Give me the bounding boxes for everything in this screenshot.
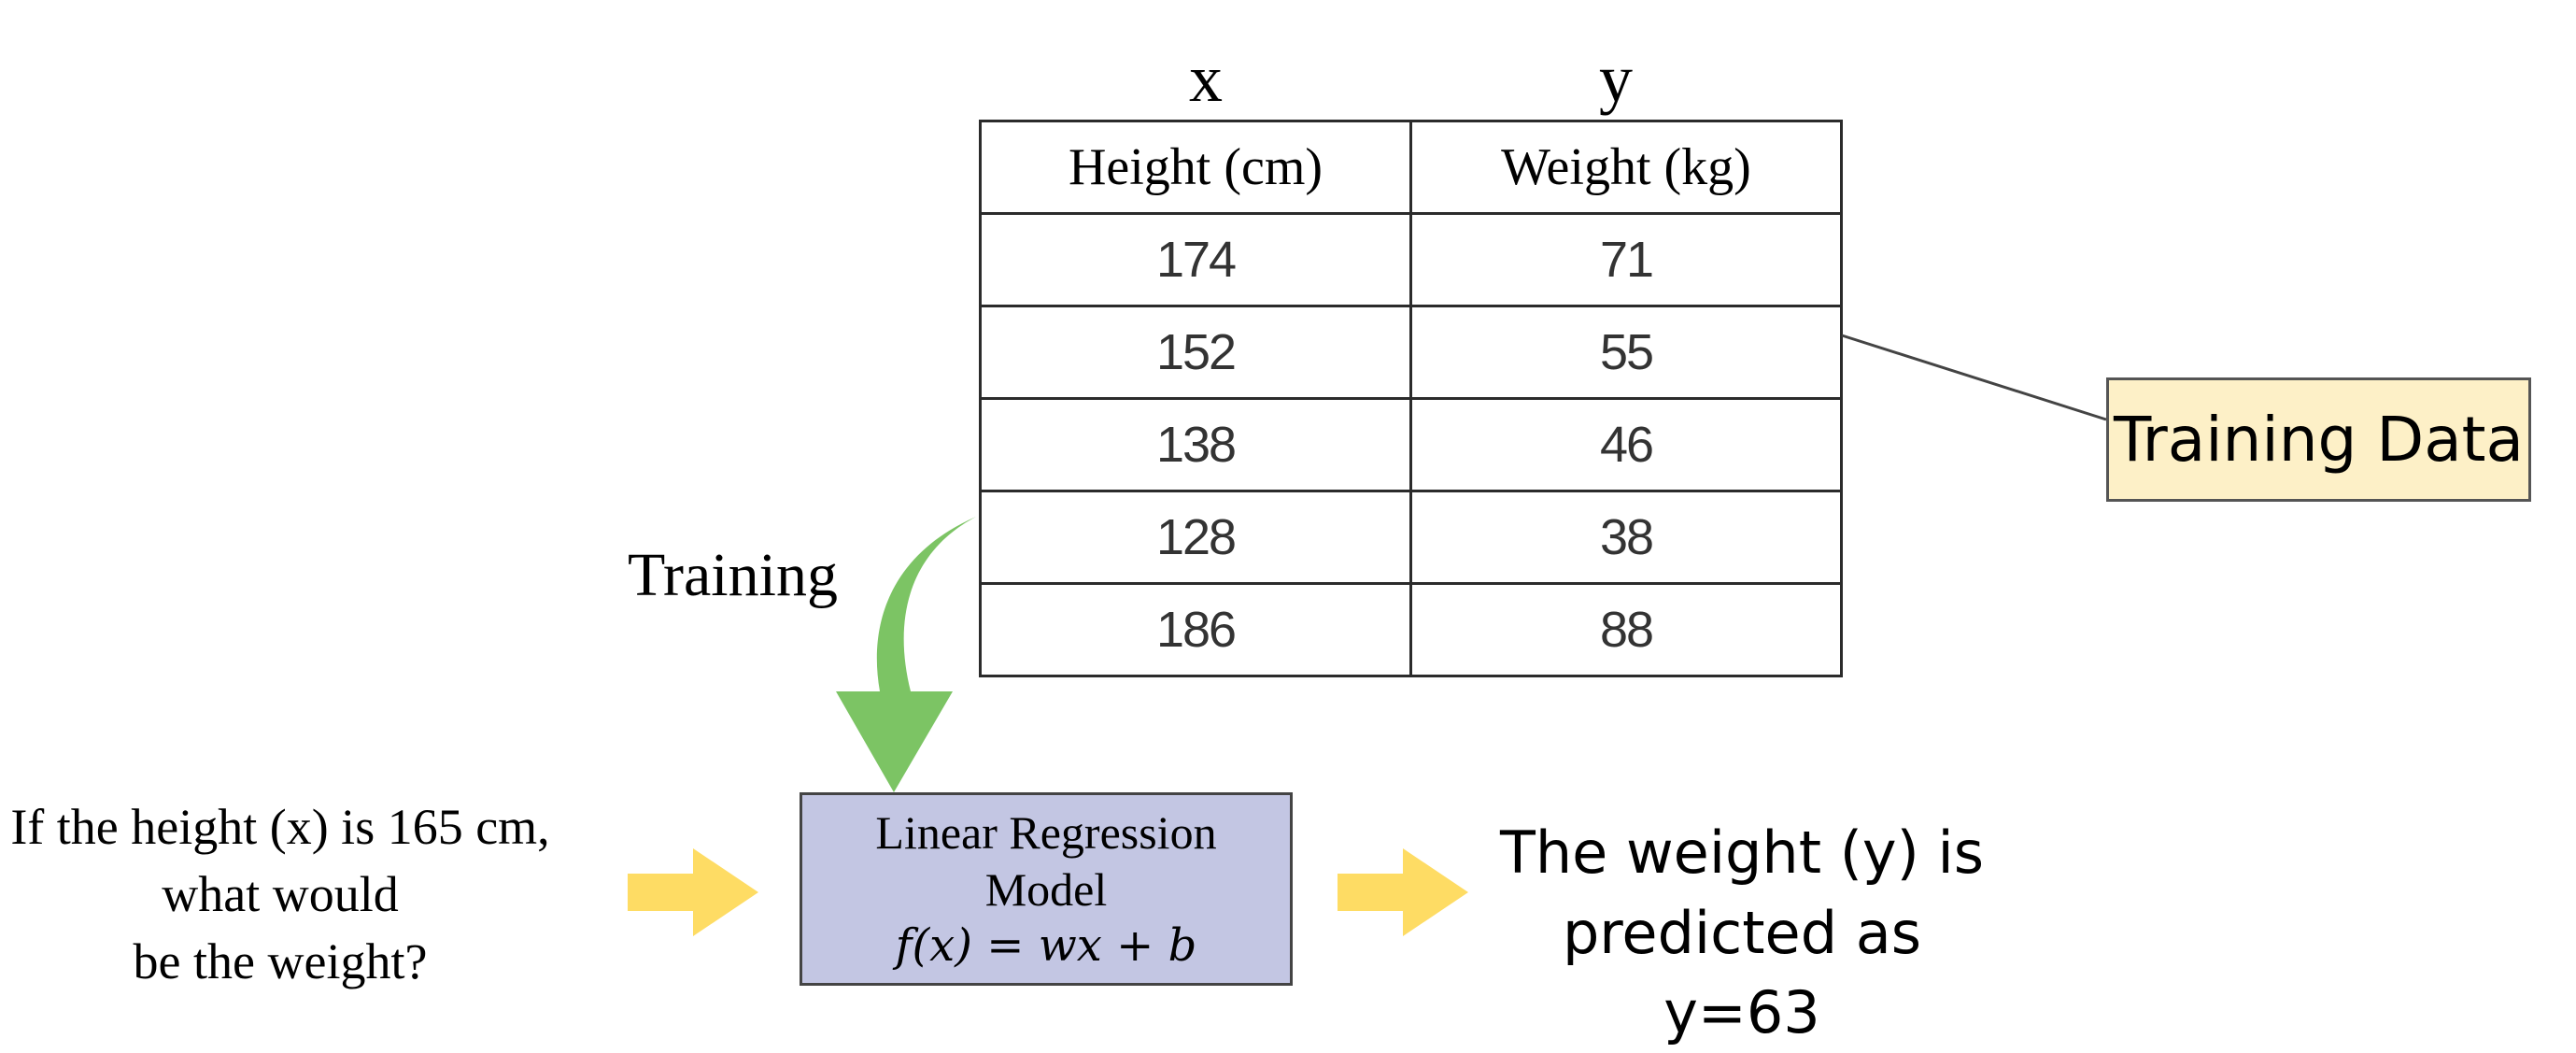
input-question: If the height (x) is 165 cm, what would … (0, 794, 560, 995)
table-row: 138 46 (979, 397, 1843, 492)
output-arrow-icon (1338, 848, 1468, 936)
weight-cell: 71 (1409, 212, 1843, 307)
height-cell: 138 (979, 397, 1412, 492)
weight-cell: 88 (1409, 582, 1843, 677)
prediction-result: The weight (y) is predicted as y=63 (1485, 813, 1999, 1053)
question-line3: be the weight? (133, 932, 428, 989)
y-column-letter: y (1599, 41, 1633, 116)
answer-line1: The weight (y) is (1499, 818, 1985, 887)
input-arrow-icon (628, 848, 758, 936)
table-row: 174 71 (979, 212, 1843, 307)
height-cell: 128 (979, 490, 1412, 585)
height-cell: 174 (979, 212, 1412, 307)
model-title-line1: Linear Regression (875, 806, 1217, 860)
training-data-callout: Training Data (2106, 377, 2531, 502)
training-arrow-icon (836, 517, 976, 792)
model-formula: f(x) = wx + b (895, 919, 1197, 973)
table-row: 128 38 (979, 490, 1843, 585)
question-line2: what would (162, 865, 399, 922)
training-label: Training (628, 541, 838, 609)
weight-column-header: Weight (kg) (1409, 120, 1843, 215)
training-data-label: Training Data (2114, 404, 2524, 476)
callout-leader-line (1841, 334, 2107, 421)
height-cell: 152 (979, 305, 1412, 400)
weight-cell: 55 (1409, 305, 1843, 400)
answer-line2: predicted as y=63 (1562, 898, 1922, 1047)
table-header-row: Height (cm) Weight (kg) (979, 120, 1843, 215)
training-data-table: Height (cm) Weight (kg) 174 71 152 55 13… (979, 120, 1843, 677)
weight-cell: 38 (1409, 490, 1843, 585)
diagram-connectors (628, 334, 2107, 936)
x-column-letter: x (1189, 41, 1223, 116)
model-title-line2: Model (984, 863, 1108, 917)
height-column-header: Height (cm) (979, 120, 1412, 215)
table-row: 152 55 (979, 305, 1843, 400)
height-cell: 186 (979, 582, 1412, 677)
question-line1: If the height (x) is 165 cm, (10, 799, 550, 855)
weight-cell: 46 (1409, 397, 1843, 492)
table-row: 186 88 (979, 582, 1843, 677)
linear-regression-model-box: Linear Regression Model f(x) = wx + b (800, 792, 1293, 986)
